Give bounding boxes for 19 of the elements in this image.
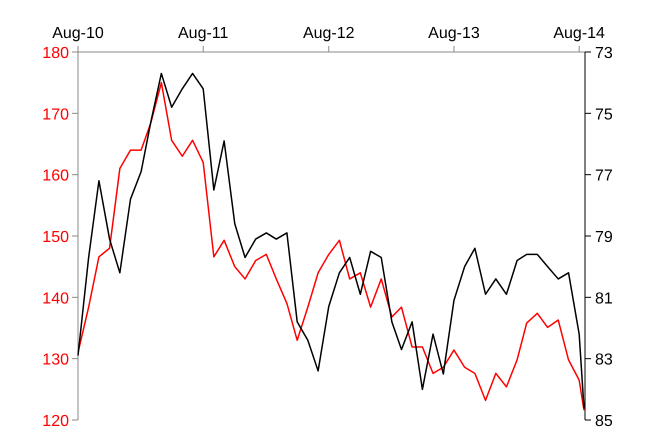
y2-tick-label: 75	[595, 106, 613, 124]
x-tick-label: Aug-13	[428, 25, 480, 42]
y2-tick-label: 81	[595, 290, 613, 308]
y-tick-label: 120	[42, 413, 70, 430]
y2-tick-label: 85	[595, 413, 613, 430]
x-tick-label: Aug-10	[52, 25, 104, 42]
y-tick-label: 170	[42, 106, 70, 124]
y-tick-label: 160	[42, 168, 70, 185]
x-tick-label: Aug-14	[553, 25, 606, 42]
y2-tick-label: 79	[595, 229, 613, 246]
x-tick-label: Aug-11	[178, 25, 229, 42]
y-tick-label: 140	[42, 290, 70, 308]
x-tick-label: Aug-12	[302, 25, 355, 42]
y2-tick-label: 83	[595, 352, 613, 369]
y2-tick-label: 77	[595, 168, 613, 185]
y-tick-label: 180	[42, 45, 70, 62]
y2-tick-label: 73	[595, 45, 613, 62]
y-tick-label: 130	[42, 352, 70, 369]
y-tick-label: 150	[42, 229, 70, 246]
